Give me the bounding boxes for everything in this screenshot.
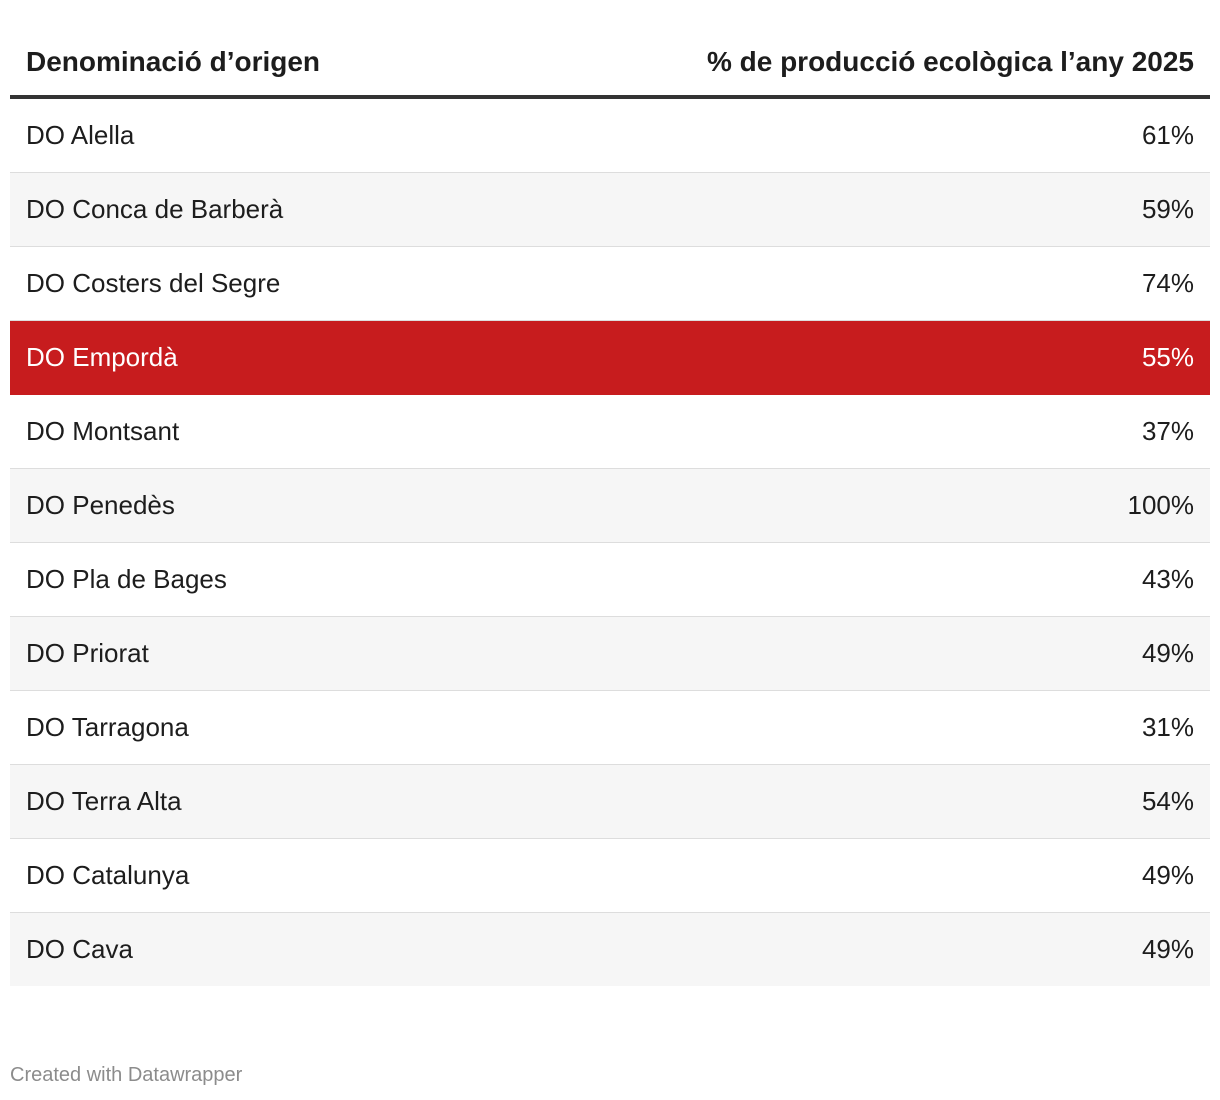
data-table: Denominació d’origen % de producció ecol… [10, 40, 1210, 986]
header-row: Denominació d’origen % de producció ecol… [10, 40, 1210, 99]
cell-denomination: DO Penedès [10, 468, 602, 543]
cell-percentage: 55% [602, 320, 1210, 395]
table-row: DO Tarragona 31% [10, 690, 1210, 765]
cell-percentage: 100% [602, 468, 1210, 543]
cell-percentage: 37% [602, 394, 1210, 469]
table-row: DO Conca de Barberà 59% [10, 172, 1210, 247]
table-row: DO Terra Alta 54% [10, 764, 1210, 839]
cell-percentage: 49% [602, 838, 1210, 913]
table-row: DO Catalunya 49% [10, 838, 1210, 913]
column-header-value[interactable]: % de producció ecològica l’any 2025 [602, 40, 1210, 99]
cell-denomination: DO Conca de Barberà [10, 172, 602, 247]
cell-denomination: DO Alella [10, 97, 602, 173]
cell-percentage: 59% [602, 172, 1210, 247]
cell-denomination: DO Montsant [10, 394, 602, 469]
cell-denomination: DO Pla de Bages [10, 542, 602, 617]
cell-percentage: 31% [602, 690, 1210, 765]
table-row: DO Penedès 100% [10, 468, 1210, 543]
table-row: DO Pla de Bages 43% [10, 542, 1210, 617]
table-row: DO Priorat 49% [10, 616, 1210, 691]
data-table-container: Denominació d’origen % de producció ecol… [10, 40, 1210, 986]
cell-denomination: DO Cava [10, 912, 602, 986]
cell-percentage: 49% [602, 912, 1210, 986]
table-row: DO Empordà 55% [10, 320, 1210, 395]
footer-credit: Created with Datawrapper [10, 1064, 243, 1086]
cell-denomination: DO Priorat [10, 616, 602, 691]
cell-percentage: 43% [602, 542, 1210, 617]
cell-denomination: DO Costers del Segre [10, 246, 602, 321]
cell-denomination: DO Catalunya [10, 838, 602, 913]
cell-percentage: 61% [602, 97, 1210, 173]
table-header: Denominació d’origen % de producció ecol… [10, 40, 1210, 99]
table-row: DO Cava 49% [10, 912, 1210, 986]
cell-percentage: 54% [602, 764, 1210, 839]
cell-percentage: 49% [602, 616, 1210, 691]
table-body: DO Alella 61% DO Conca de Barberà 59% DO Cos… [10, 97, 1210, 986]
cell-denomination: DO Tarragona [10, 690, 602, 765]
cell-percentage: 74% [602, 246, 1210, 321]
table-row: DO Costers del Segre 74% [10, 246, 1210, 321]
column-header-name[interactable]: Denominació d’origen [10, 40, 602, 99]
table-row: DO Alella 61% [10, 97, 1210, 173]
cell-denomination: DO Terra Alta [10, 764, 602, 839]
table-row: DO Montsant 37% [10, 394, 1210, 469]
cell-denomination: DO Empordà [10, 320, 602, 395]
